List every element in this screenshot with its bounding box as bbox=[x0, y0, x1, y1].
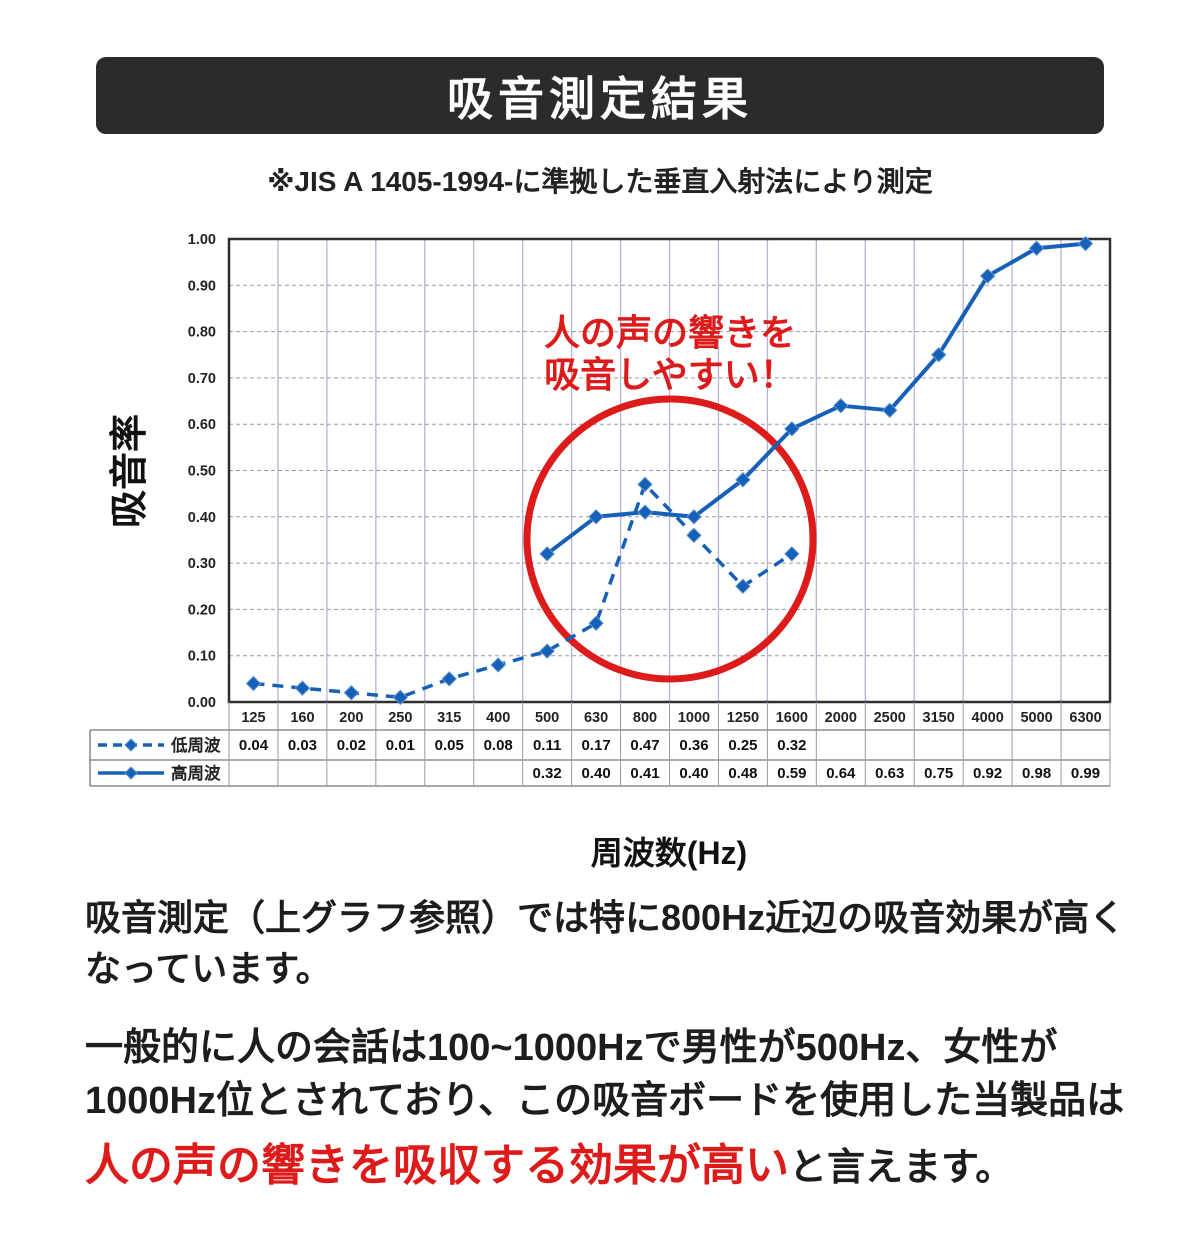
y-axis-title: 吸音率 bbox=[109, 414, 151, 528]
series-high-freq bbox=[539, 235, 1094, 562]
paragraph-line: なっています。 bbox=[85, 948, 332, 990]
x-tick-label: 250 bbox=[388, 710, 412, 726]
gridlines bbox=[229, 239, 1110, 702]
table-cell-value: 0.01 bbox=[386, 737, 415, 754]
table-cell-value: 0.02 bbox=[337, 737, 366, 754]
paragraph-line: 1000Hz位とされており、この吸音ボードを使用した当製品は bbox=[85, 1080, 1125, 1123]
x-axis-labels: 125 160 200 250 315 400 500 630 800 1000 1250 1600 2… bbox=[228, 702, 1111, 730]
x-tick-label: 1600 bbox=[776, 710, 808, 726]
section-title-banner: 吸音測定結果 bbox=[96, 57, 1104, 134]
x-tick-label: 4000 bbox=[972, 710, 1004, 726]
y-tick-label: 0.60 bbox=[188, 417, 216, 433]
table-cell-value: 0.64 bbox=[826, 765, 856, 782]
y-tick-label: 0.10 bbox=[188, 649, 216, 665]
table-cell-value: 0.11 bbox=[533, 737, 561, 754]
x-tick-label: 315 bbox=[437, 710, 461, 726]
table-cell-value: 0.92 bbox=[973, 765, 1002, 782]
x-tick-label: 630 bbox=[584, 710, 608, 726]
table-cell-value: 0.40 bbox=[679, 765, 708, 782]
table-cell-value: 0.40 bbox=[581, 765, 610, 782]
y-tick-label: 0.80 bbox=[188, 325, 216, 341]
data-table: 0.04 0.03 0.02 0.01 0.05 0.08 0.11 0.17 0.47 0.36… bbox=[89, 729, 1111, 787]
x-tick-label: 1250 bbox=[727, 710, 759, 726]
table-cell-value: 0.05 bbox=[435, 737, 464, 754]
x-tick-label: 2000 bbox=[825, 710, 857, 726]
y-tick-label: 0.90 bbox=[188, 278, 216, 294]
x-axis-title: 周波数(Hz) bbox=[591, 835, 747, 871]
table-cell-value: 0.41 bbox=[630, 765, 659, 782]
svg-text:周波数(Hz): 周波数(Hz) bbox=[591, 835, 747, 871]
page-title: 吸音測定結果 bbox=[447, 72, 753, 125]
series-low-freq bbox=[245, 476, 800, 706]
svg-text:吸音しやすい！: 吸音しやすい！ bbox=[544, 354, 796, 395]
table-cell-value: 0.99 bbox=[1071, 765, 1100, 782]
paragraph-line: 吸音測定（上グラフ参照）では特に800Hz近辺の吸音効果が高く bbox=[85, 897, 1126, 938]
table-cell-value: 0.17 bbox=[581, 737, 610, 754]
x-tick-label: 2500 bbox=[874, 710, 906, 726]
table-cell-value: 0.63 bbox=[875, 765, 904, 782]
x-tick-label: 200 bbox=[339, 710, 363, 726]
table-cell-value: 0.36 bbox=[679, 737, 708, 754]
y-tick-label: 0.20 bbox=[188, 602, 216, 618]
table-cell-value: 0.08 bbox=[484, 737, 513, 754]
x-tick-label: 6300 bbox=[1069, 710, 1101, 726]
y-tick-label: 1.00 bbox=[188, 232, 216, 248]
y-axis-ticks: 0.00 0.10 0.20 0.30 0.40 0.50 0.60 0.70 0.80 0.90… bbox=[188, 232, 216, 711]
x-tick-label: 500 bbox=[535, 710, 559, 726]
table-cell-value: 0.48 bbox=[728, 765, 757, 782]
y-tick-label: 0.00 bbox=[188, 695, 216, 711]
paragraph-line: 人の声の響きを吸収する効果が高いと言えます。 bbox=[85, 1135, 1115, 1197]
table-cell-value: 0.32 bbox=[533, 765, 562, 782]
table-cell-value: 0.04 bbox=[239, 737, 269, 754]
table-cell-value: 0.59 bbox=[777, 765, 806, 782]
body-paragraph-1: 吸音測定（上グラフ参照）では特に800Hz近辺の吸音効果が高く なっています。 bbox=[85, 892, 1126, 994]
legend-label: 高周波 bbox=[171, 763, 221, 783]
x-tick-label: 1000 bbox=[678, 710, 710, 726]
y-tick-label: 0.40 bbox=[188, 510, 216, 526]
y-tick-label: 0.30 bbox=[188, 556, 216, 572]
table-cell-value: 0.32 bbox=[777, 737, 806, 754]
highlighted-claim: 人の声の響きを吸収する効果が高い bbox=[85, 1140, 789, 1190]
table-cell-value: 0.75 bbox=[924, 765, 953, 782]
x-tick-label: 5000 bbox=[1020, 710, 1052, 726]
svg-text:吸音率: 吸音率 bbox=[109, 414, 151, 528]
x-tick-label: 800 bbox=[633, 710, 657, 726]
x-tick-label: 160 bbox=[290, 710, 314, 726]
y-tick-label: 0.70 bbox=[188, 371, 216, 387]
x-tick-label: 125 bbox=[241, 710, 265, 726]
x-tick-label: 400 bbox=[486, 710, 510, 726]
x-tick-label: 3150 bbox=[923, 710, 955, 726]
table-cell-value: 0.03 bbox=[288, 737, 317, 754]
absorption-chart: 人の声の響きを吸音しやすい！0.000.100.200.300.400.500.… bbox=[89, 232, 1112, 871]
table-cell-value: 0.47 bbox=[630, 737, 659, 754]
red-circle-annotation bbox=[523, 395, 817, 683]
measurement-method-note: ※JIS A 1405-1994-に準拠した垂直入射法により測定 bbox=[267, 166, 933, 197]
table-cell-value: 0.25 bbox=[728, 737, 757, 754]
y-tick-label: 0.50 bbox=[188, 464, 216, 480]
body-paragraph-2: 一般的に人の会話は100~1000Hzで男性が500Hz、女性が 1000Hz位… bbox=[85, 1022, 1125, 1197]
table-cell-value: 0.98 bbox=[1022, 765, 1051, 782]
svg-text:人の声の響きを: 人の声の響きを bbox=[544, 312, 796, 353]
legend-label: 低周波 bbox=[170, 735, 221, 755]
claim-tail: と言えます。 bbox=[789, 1146, 1014, 1189]
paragraph-line: 一般的に人の会話は100~1000Hzで男性が500Hz、女性が bbox=[85, 1027, 1058, 1070]
